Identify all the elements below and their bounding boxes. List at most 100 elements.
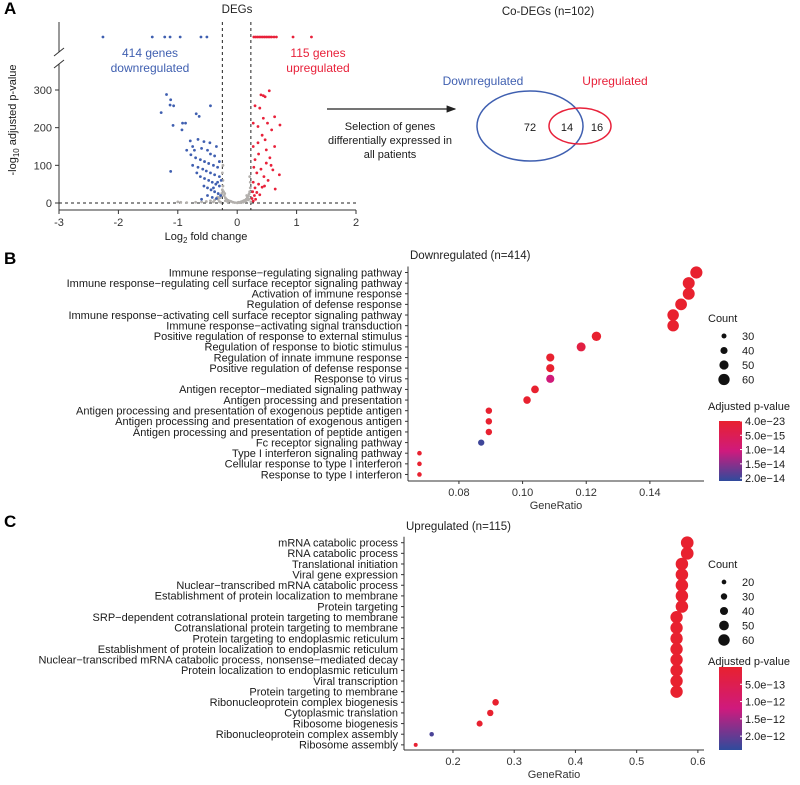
capped-down-point	[163, 35, 167, 39]
count-legend-title: Count	[708, 559, 737, 571]
up-gene-point	[278, 123, 282, 127]
term-label: Regulation of defense response	[247, 299, 402, 311]
down-gene-point	[185, 148, 189, 152]
panel-label-b: B	[4, 249, 16, 268]
down-gene-point	[215, 197, 218, 200]
ns-gene-point	[220, 171, 224, 175]
term-label: Antigen processing and presentation of p…	[133, 427, 402, 439]
down-gene-point	[216, 165, 219, 169]
volcano-plot: DEGs 414 genes downregulated 115 genes u…	[7, 4, 359, 245]
down-label: downregulated	[111, 61, 190, 75]
down-gene-point	[195, 171, 199, 175]
term-label: Response to type I interferon	[261, 469, 402, 481]
count-legend-dot	[721, 579, 727, 585]
term-label: Establishment of protein localization to…	[98, 644, 398, 656]
down-gene-point	[217, 160, 221, 163]
colorbar-tick-label: 1.5e−14	[745, 459, 785, 471]
term-label: Immune response−activating cell surface …	[68, 310, 402, 322]
x-tick-label: -1	[173, 217, 183, 229]
up-gene-point	[273, 187, 277, 191]
term-dot	[670, 685, 683, 698]
down-gene-point	[213, 190, 217, 194]
venn-diagram: Co-DEGs (n=102) Selection of genes diffe…	[327, 6, 648, 162]
up-gene-point	[258, 193, 262, 197]
down-gene-point	[198, 175, 202, 179]
capped-down-point	[178, 35, 182, 39]
count-legend-dot	[720, 346, 728, 355]
down-gene-point	[214, 182, 218, 186]
venn-overlap-count: 14	[561, 122, 573, 134]
count-legend-dot	[718, 634, 730, 646]
count-legend-label: 50	[742, 360, 754, 372]
count-legend-dot	[719, 606, 729, 616]
x-axis-title: GeneRatio	[530, 500, 583, 512]
pvalue-legend-title: Adjusted p-value	[708, 401, 790, 413]
term-label: SRP−dependent cotranslational protein ta…	[93, 612, 398, 624]
down-gene-point	[200, 146, 203, 150]
volcano-x-label: Log2 fold change	[165, 231, 248, 245]
up-gene-point	[271, 168, 275, 172]
down-gene-point	[194, 156, 198, 160]
ns-gene-point	[179, 200, 183, 204]
y-tick-label: 100	[34, 160, 52, 172]
ns-gene-point	[209, 199, 212, 203]
ns-gene-point	[204, 200, 208, 203]
colorbar-tick-label: 1.5e−12	[745, 714, 785, 726]
x-tick-label: 0	[234, 217, 240, 229]
term-dot	[667, 309, 679, 321]
down-gene-point	[189, 153, 193, 157]
capped-up-point	[275, 35, 278, 39]
term-dot	[417, 450, 422, 456]
x-tick-label: 0.12	[576, 487, 597, 499]
x-tick-label: 2	[353, 217, 359, 229]
count-legend-dot	[719, 620, 729, 631]
count-legend-label: 30	[742, 592, 754, 604]
term-label: Ribosome biogenesis	[293, 718, 399, 730]
colorbar-tick-label: 2.0e−12	[745, 731, 785, 743]
x-tick-label: 0.6	[690, 756, 705, 768]
term-dot	[591, 331, 602, 341]
ns-gene-point	[248, 190, 252, 194]
up-gene-point	[262, 175, 266, 179]
up-gene-point	[264, 148, 268, 152]
term-dot	[675, 557, 689, 571]
y-tick-label: 200	[34, 123, 52, 135]
ns-gene-point	[221, 184, 225, 188]
venn-down-only-count: 72	[524, 122, 536, 134]
capped-up-point	[291, 35, 295, 39]
colorbar-tick-label: 1.0e−12	[745, 697, 785, 709]
up-gene-point	[252, 165, 256, 169]
term-dot	[670, 674, 683, 688]
up-gene-point	[255, 191, 259, 194]
ns-gene-point	[223, 192, 227, 195]
count-legend-dot	[720, 593, 728, 600]
down-gene-point	[169, 169, 173, 173]
up-gene-point	[251, 180, 255, 184]
term-label: Viral gene expression	[292, 569, 398, 581]
count-legend-label: 40	[742, 346, 754, 358]
term-dot	[670, 642, 683, 656]
down-gene-point	[210, 180, 214, 184]
down-gene-point	[207, 178, 211, 182]
down-gene-point	[196, 165, 200, 169]
up-gene-point	[257, 152, 260, 156]
down-gene-point	[213, 173, 217, 177]
term-label: Activation of immune response	[252, 289, 402, 301]
down-gene-point	[191, 163, 195, 167]
term-label: Ribonucleoprotein complex biogenesis	[210, 697, 399, 709]
capped-up-point	[272, 35, 276, 39]
venn-title: Co-DEGs (n=102)	[502, 6, 595, 18]
up-gene-point	[268, 156, 272, 160]
colorbar-tick-label: 4.0e−23	[745, 416, 785, 428]
x-tick-label: 0.08	[448, 487, 469, 499]
ns-gene-point	[226, 200, 230, 204]
count-legend-label: 60	[742, 375, 754, 387]
arrow-text-line-3: all patients	[364, 149, 417, 161]
down-gene-point	[191, 145, 195, 148]
down-gene-point	[209, 152, 212, 156]
pvalue-colorbar	[719, 667, 742, 750]
down-gene-point	[168, 103, 172, 107]
down-gene-point	[206, 186, 209, 190]
term-label: Translational initiation	[292, 559, 398, 571]
down-gene-point	[202, 140, 206, 143]
